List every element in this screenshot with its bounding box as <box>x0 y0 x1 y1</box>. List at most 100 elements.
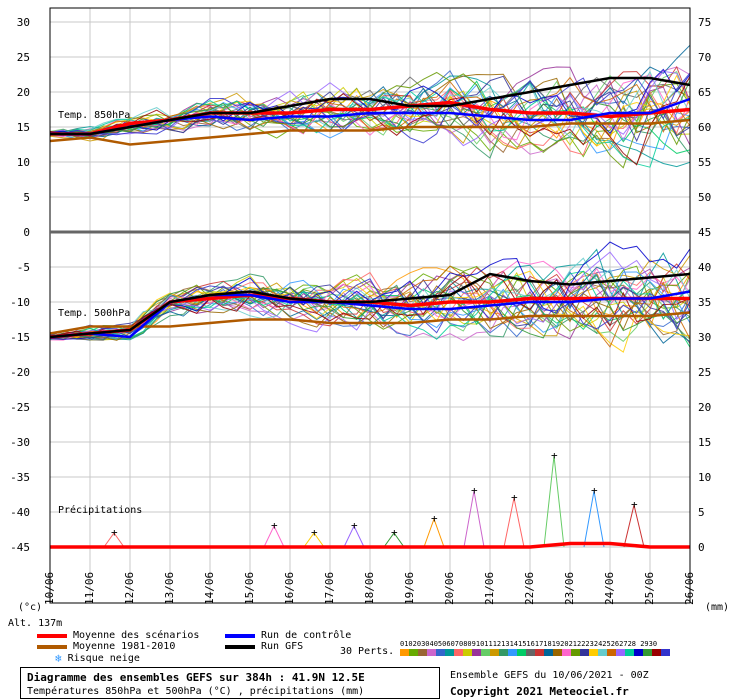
series-run-gfs-850 <box>50 76 691 136</box>
x-tick-label: 25/06 <box>643 572 656 605</box>
y-left-tick-label: -45 <box>10 541 30 554</box>
footer-title: Diagramme des ensembles GEFS sur 384h : … <box>27 671 365 684</box>
copyright: Copyright 2021 Meteociel.fr <box>450 685 629 698</box>
precip-member-marker: + <box>551 449 558 462</box>
y-right-tick-label: 75 <box>698 16 711 29</box>
precip-member-marker: + <box>271 519 278 532</box>
panel-label-500: Temp. 500hPa <box>58 308 130 319</box>
x-tick-label: 17/06 <box>323 572 336 605</box>
legend-label: Run GFS <box>261 641 304 652</box>
pert-swatch <box>445 649 454 656</box>
legend-label: Moyenne des scénarios <box>73 630 200 641</box>
pert-swatch <box>436 649 445 656</box>
pert-swatch <box>571 649 580 656</box>
pert-swatch <box>526 649 535 656</box>
pert-swatch <box>625 649 634 656</box>
pert-swatch <box>598 649 607 656</box>
series-moyenne-des-sc-narios-precip <box>50 541 690 549</box>
x-tick-label: 26/06 <box>683 572 696 605</box>
snowflake-icon: ❄ <box>55 652 62 665</box>
precip-member <box>263 524 285 548</box>
precip-member-marker: + <box>311 526 318 539</box>
y-left-tick-label: 30 <box>17 16 30 29</box>
member-500 <box>49 278 691 336</box>
legend-swatch <box>225 633 255 638</box>
y-left-unit: (°c) <box>18 602 42 613</box>
precip-member-marker: + <box>351 519 358 532</box>
member-850 <box>50 70 691 138</box>
x-tick-label: 15/06 <box>243 572 256 605</box>
x-tick-label: 10/06 <box>43 572 56 605</box>
pert-swatch <box>553 649 562 656</box>
precip-member <box>623 504 645 548</box>
precip-member <box>583 490 605 548</box>
x-tick-label: 24/06 <box>603 572 616 605</box>
x-tick-label: 21/06 <box>483 572 496 605</box>
precip-member-marker: + <box>431 512 438 525</box>
legend-item-mean: Moyenne des scénarios <box>37 630 199 641</box>
x-tick-label: 11/06 <box>83 572 96 605</box>
panel-label-850: Temp. 850hPa <box>58 110 130 121</box>
pert-swatch <box>616 649 625 656</box>
x-tick-label: 14/06 <box>203 572 216 605</box>
pert-swatch <box>661 649 670 656</box>
member-500 <box>49 270 691 353</box>
pert-swatch <box>490 649 499 656</box>
precip-member <box>343 524 365 548</box>
legend-item-gfs: Run GFS <box>225 641 303 652</box>
y-left-tick-label: -30 <box>10 436 30 449</box>
pert-swatch <box>472 649 481 656</box>
y-right-tick-label: 60 <box>698 121 711 134</box>
y-right-tick-label: 40 <box>698 261 711 274</box>
x-tick-label: 18/06 <box>363 572 376 605</box>
precip-member <box>503 497 525 548</box>
y-right-tick-label: 15 <box>698 436 711 449</box>
y-left-tick-label: 0 <box>23 226 30 239</box>
pert-swatch <box>418 649 427 656</box>
precip-member-marker: + <box>111 526 118 539</box>
precip-member <box>303 532 325 548</box>
series-lines <box>49 76 691 549</box>
pert-swatch <box>643 649 652 656</box>
precip-member <box>423 517 445 548</box>
y-left-tick-label: 25 <box>17 51 30 64</box>
legend-item-climo: Moyenne 1981-2010 <box>37 641 175 652</box>
member-850 <box>49 80 691 154</box>
y-right-tick-label: 55 <box>698 156 711 169</box>
y-left-tick-label: -35 <box>10 471 30 484</box>
pert-swatch <box>535 649 544 656</box>
y-left-tick-label: 15 <box>17 121 30 134</box>
precip-member-marker: + <box>591 484 598 497</box>
panel-label-precip: Précipitations <box>58 504 142 516</box>
y-left-tick-label: 10 <box>17 156 30 169</box>
y-right-tick-label: 35 <box>698 296 711 309</box>
x-tick-label: 12/06 <box>123 572 136 605</box>
series-moyenne-1981-2010-500 <box>49 311 691 335</box>
pert-swatch <box>427 649 436 656</box>
y-right-tick-label: 0 <box>698 541 705 554</box>
series-moyenne-1981-2010-850 <box>49 118 691 146</box>
pert-swatch <box>508 649 517 656</box>
precip-member <box>543 455 565 548</box>
pert-swatch <box>652 649 661 656</box>
pert-swatch <box>562 649 571 656</box>
member-500 <box>49 267 691 339</box>
y-left-tick-label: -40 <box>10 506 30 519</box>
pert-codes: 0102030405060708091011121314151617181920… <box>400 640 658 648</box>
precip-member-marker: + <box>631 498 638 511</box>
pert-swatch <box>589 649 598 656</box>
precip-member <box>463 490 485 548</box>
precip-member <box>383 532 405 548</box>
footer-subtitle: Températures 850hPa et 500hPa (°C) , pré… <box>27 686 365 697</box>
precip-member-marker: + <box>471 484 478 497</box>
y-left-tick-label: -5 <box>17 261 30 274</box>
pert-swatch <box>463 649 472 656</box>
member-500 <box>49 273 691 339</box>
pert-swatch <box>400 649 409 656</box>
pert-swatches <box>400 649 670 656</box>
pert-swatch <box>580 649 589 656</box>
y-right-tick-label: 30 <box>698 331 711 344</box>
precip-member-marker: + <box>511 491 518 504</box>
